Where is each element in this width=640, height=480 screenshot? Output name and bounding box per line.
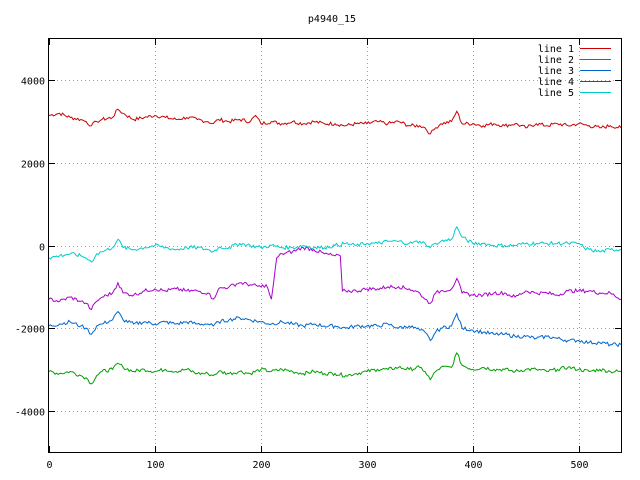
series-line-3 <box>48 310 622 348</box>
y-tick-label: -4000 <box>15 408 45 419</box>
series-line-5 <box>48 225 622 263</box>
chart-title: p4940_15 <box>308 14 356 25</box>
x-tick-label: 100 <box>146 460 164 471</box>
grid-lines <box>49 39 621 452</box>
legend-label-2: line 2 <box>538 55 574 66</box>
legend-label-1: line 1 <box>538 44 574 55</box>
y-tick-label: 0 <box>39 243 45 254</box>
x-tick-label: 500 <box>570 460 588 471</box>
axes: 0 100 200 300 400 500 -4000 -2000 0 2000 4000 <box>15 39 621 471</box>
legend-label-4: line 4 <box>538 77 574 88</box>
x-tick-label: 300 <box>358 460 376 471</box>
plot-frame <box>48 38 622 453</box>
y-tick-label: -2000 <box>15 325 45 336</box>
x-tick-label: 200 <box>252 460 270 471</box>
y-tick-label: 4000 <box>21 77 45 88</box>
series-line-1 <box>48 108 622 135</box>
series-group <box>48 108 622 385</box>
series-line-4 <box>48 246 622 311</box>
y-tick-label: 2000 <box>21 160 45 171</box>
x-tick-label: 400 <box>464 460 482 471</box>
legend-label-3: line 3 <box>538 66 574 77</box>
legend-label-5: line 5 <box>538 88 574 99</box>
series-line-2 <box>48 351 622 385</box>
x-tick-label: 0 <box>46 460 52 471</box>
